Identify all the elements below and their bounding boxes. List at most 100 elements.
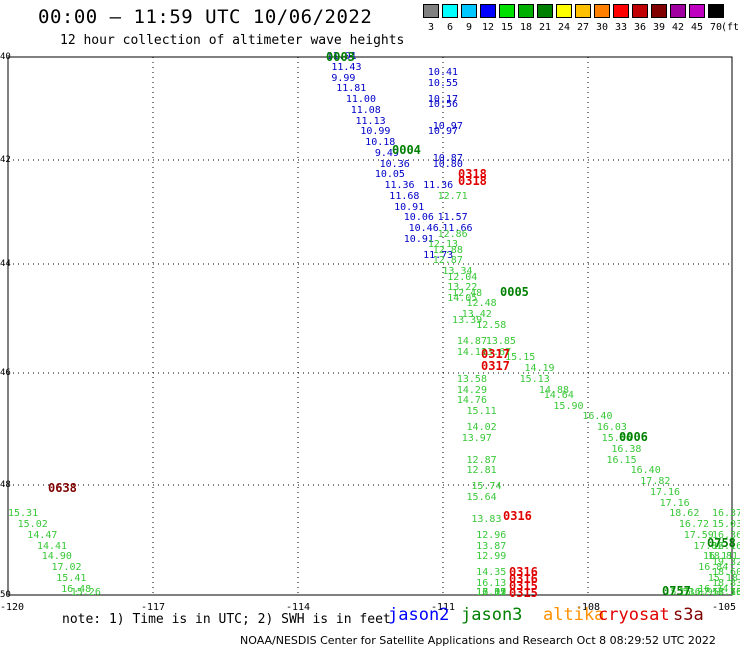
legend-swatch [537,4,553,18]
wave-height-value: 12.58 [476,320,507,331]
wave-height-value: 10.36 [379,158,410,170]
wave-height-value: 10.97 [432,120,463,132]
wave-height-value: 10.55 [427,77,459,89]
pass-id-label: 0004 [392,143,421,157]
legend-label: 12 [481,22,495,33]
pass-id-label: 0318 [458,174,487,188]
wave-height-value: 13.85 [485,336,516,348]
wave-height-value: 18.62 [669,508,700,520]
wave-height-value: 16.16 [712,540,740,552]
wave-height-value: 13.87 [476,540,507,552]
wave-height-value: 16.84 [698,562,729,574]
wave-height-value: 15.02 [17,519,48,531]
pass-id-label: 0315 [509,586,538,600]
wave-height-value: 15.18 [707,572,738,584]
legend-swatch [670,4,686,18]
wave-height-value: 11.13 [355,115,386,127]
legend-label: 36 [633,22,647,33]
wave-height-value: 12.87 [432,255,463,267]
wave-height-value: 10.91 [403,233,434,245]
legend-label: 9 [465,22,473,33]
legend-swatch [575,4,591,18]
wave-height-value: 11.36 [423,180,454,192]
legend-swatch [651,4,667,18]
wave-height-value: 16.48 [61,583,92,595]
wave-height-value: 16.40 [582,411,613,423]
wave-height-value: 9.99 [331,72,356,84]
pass-id-label: 0758 [707,536,736,550]
wave-height-value: 15.64 [466,492,497,504]
wave-height-value: 14.19 [524,363,555,375]
wave-height-value: 10.91 [394,201,425,213]
legend-swatch [594,4,610,18]
legend-label: 6 [446,22,454,33]
wave-height-value: 12.13 [427,239,459,251]
lat-tick-label: 50 [0,590,11,600]
wave-height-value: 12.96 [476,529,507,541]
lon-tick-label: -120 [0,602,25,613]
pass-id-label: 0006 [619,430,648,444]
wave-height-value: 15.31 [8,508,39,520]
wave-height-value: 15.13 [519,373,550,385]
wave-height-value: 15.74 [471,481,502,493]
legend-swatch [613,4,629,18]
legend-unit: (ft) [721,22,740,33]
wave-height-value: 17.82 [640,476,671,488]
pass-id-label: 0003 [326,50,355,64]
wave-height-value: 13.34 [442,266,473,278]
wave-height-value: 16.09 [476,587,507,598]
wave-height-value: 11.43 [331,61,362,73]
wave-height-value: 16.37 [712,508,740,520]
wave-height-value: 12.48 [466,298,497,310]
wave-height-value: 16.11 [703,551,734,563]
legend-swatch [442,4,458,18]
wave-height-value: 16.34 [698,583,729,595]
legend-swatch [632,4,648,18]
wave-height-value: 10.99 [360,126,391,138]
wave-height-value: 14.05 [447,293,478,305]
wave-height-value: 14.29 [456,384,487,396]
wave-height-value: 13.42 [461,309,492,321]
wave-height-value: 12.04 [447,271,478,283]
wave-height-value: 14.41 [36,540,68,552]
wave-height-value: 14.88 [538,384,570,396]
legend-label: 27 [576,22,590,33]
satellite-name: cryosat [598,605,670,625]
wave-height-value: 9.49 [374,147,399,159]
wave-height-value: 10.41 [427,67,459,79]
wave-height-value: 13.83 [471,513,502,525]
pass-id-label: 0316 [509,572,538,586]
wave-height-value: 17.02 [51,562,82,574]
wave-height-value: 12.71 [437,190,468,202]
pass-id-label: 0317 [481,359,510,373]
wave-height-value: 14.35 [476,567,507,579]
wave-height-value: 10.06 [403,212,434,224]
wave-height-value: 10.17 [427,94,459,106]
wave-height-value: 17.16 [649,486,681,498]
lon-tick-label: -114 [286,602,311,613]
wave-height-value: 16.05 [476,587,507,598]
page-title: 00:00 – 11:59 UTC 10/06/2022 [38,6,373,28]
wave-height-value: 13.67 [481,346,512,358]
lat-tick-label: 48 [0,480,11,490]
pass-id-label: 0318 [458,167,487,181]
lat-tick-label: 46 [0,368,11,378]
legend-label: 33 [614,22,628,33]
pass-id-label: 0317 [481,347,510,361]
wave-height-value: 12.88 [432,244,463,256]
wave-height-value: 18.56 [712,587,740,598]
wave-height-value: 16.13 [476,578,507,590]
pass-id-label: 0005 [500,285,529,299]
wave-height-value: 11.57 [437,212,468,224]
legend-label: 21 [538,22,552,33]
pass-id-label: 0757 [662,584,691,598]
wave-height-value: 18.75 [712,587,740,598]
wave-height-value: 17.11 [476,587,507,598]
legend-label: 39 [652,22,666,33]
wave-height-value: 10.97 [427,126,459,138]
legend-label: 30 [595,22,609,33]
wave-height-value: 15.41 [56,572,87,584]
wave-height-value: 10.80 [432,158,463,170]
wave-height-value: 16.36 [712,529,740,541]
wave-height-value: 18.60 [712,567,740,579]
